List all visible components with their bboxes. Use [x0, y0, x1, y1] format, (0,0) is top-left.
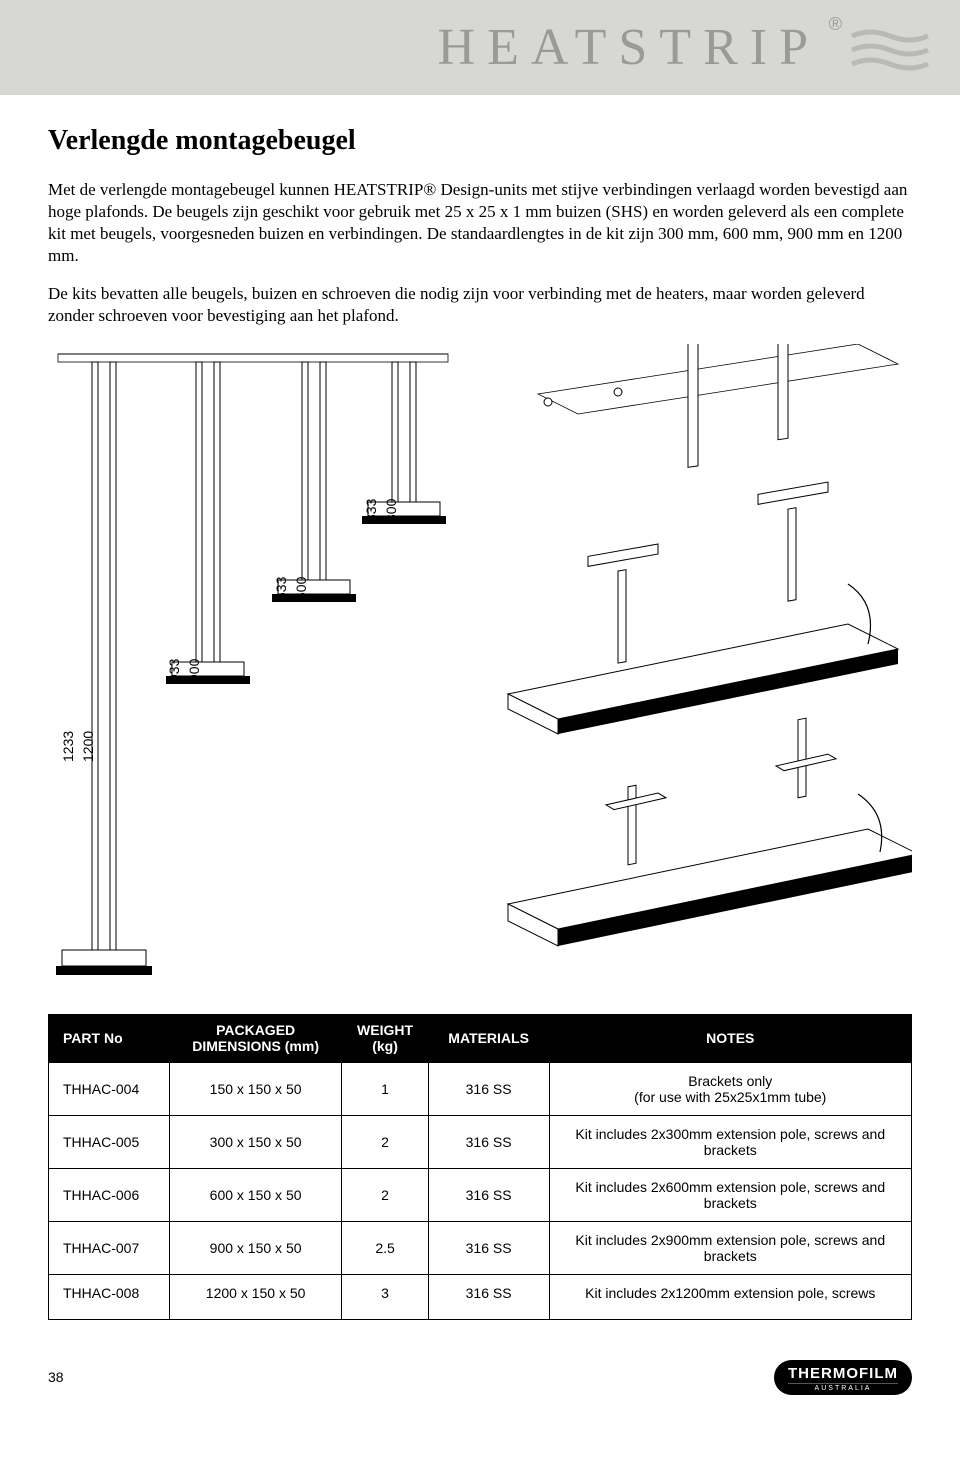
dim-933: 933	[166, 658, 182, 681]
cell: 1200 x 150 x 50	[169, 1274, 342, 1319]
parts-table: PART No PACKAGED DIMENSIONS (mm) WEIGHT …	[48, 1014, 912, 1320]
col-dims: PACKAGED DIMENSIONS (mm)	[169, 1014, 342, 1063]
table-row: THHAC-006 600 x 150 x 50 2 316 SS Kit in…	[49, 1168, 912, 1221]
table-header-row: PART No PACKAGED DIMENSIONS (mm) WEIGHT …	[49, 1014, 912, 1063]
thermofilm-sub: AUSTRALIA	[788, 1383, 898, 1392]
cell: Kit includes 2x1200mm extension pole, sc…	[549, 1274, 911, 1319]
dim-333: 333	[363, 498, 379, 521]
page-footer: 38 THERMOFILM AUSTRALIA	[0, 1320, 960, 1425]
cell: 316 SS	[428, 1168, 549, 1221]
cell: 1	[342, 1062, 428, 1115]
cell: THHAC-005	[49, 1115, 170, 1168]
table-row: THHAC-004 150 x 150 x 50 1 316 SS Bracke…	[49, 1062, 912, 1115]
cell: 150 x 150 x 50	[169, 1062, 342, 1115]
col-notes: NOTES	[549, 1014, 911, 1063]
cell: 316 SS	[428, 1221, 549, 1274]
thermofilm-logo: THERMOFILM AUSTRALIA	[774, 1360, 912, 1395]
cell: Kit includes 2x600mm extension pole, scr…	[549, 1168, 911, 1221]
dim-300: 300	[383, 498, 399, 521]
cell: 3	[342, 1274, 428, 1319]
col-materials: MATERIALS	[428, 1014, 549, 1063]
page-title: Verlengde montagebeugel	[48, 125, 912, 157]
table-row: THHAC-007 900 x 150 x 50 2.5 316 SS Kit …	[49, 1221, 912, 1274]
cell: 316 SS	[428, 1274, 549, 1319]
technical-diagram: 333 300 633 600 933 900 1233 1200	[48, 344, 912, 994]
cell: THHAC-008	[49, 1274, 170, 1319]
cell: 2	[342, 1115, 428, 1168]
cell: 316 SS	[428, 1062, 549, 1115]
dim-600: 600	[293, 576, 309, 599]
cell: THHAC-006	[49, 1168, 170, 1221]
intro-paragraph-2: De kits bevatten alle beugels, buizen en…	[48, 283, 912, 327]
thermofilm-main: THERMOFILM	[788, 1366, 898, 1381]
registered-mark: ®	[829, 14, 842, 35]
cell: 2.5	[342, 1221, 428, 1274]
dim-1200: 1200	[80, 730, 96, 761]
waves-icon	[850, 28, 930, 72]
dim-633: 633	[273, 576, 289, 599]
brand-logo: HEATSTRIP	[438, 18, 820, 77]
cell: THHAC-004	[49, 1062, 170, 1115]
col-partno: PART No	[49, 1014, 170, 1063]
intro-paragraph-1: Met de verlengde montagebeugel kunnen HE…	[48, 179, 912, 267]
header-bar: HEATSTRIP ®	[0, 0, 960, 95]
dim-900: 900	[186, 658, 202, 681]
cell: Kit includes 2x300mm extension pole, scr…	[549, 1115, 911, 1168]
cell: Brackets only (for use with 25x25x1mm tu…	[549, 1062, 911, 1115]
cell: 300 x 150 x 50	[169, 1115, 342, 1168]
cell: Kit includes 2x900mm extension pole, scr…	[549, 1221, 911, 1274]
table-row: THHAC-008 1200 x 150 x 50 3 316 SS Kit i…	[49, 1274, 912, 1319]
page-number: 38	[48, 1369, 64, 1385]
cell: 900 x 150 x 50	[169, 1221, 342, 1274]
cell: 316 SS	[428, 1115, 549, 1168]
col-weight: WEIGHT (kg)	[342, 1014, 428, 1063]
cell: 600 x 150 x 50	[169, 1168, 342, 1221]
cell: 2	[342, 1168, 428, 1221]
table-row: THHAC-005 300 x 150 x 50 2 316 SS Kit in…	[49, 1115, 912, 1168]
cell: THHAC-007	[49, 1221, 170, 1274]
dim-1233: 1233	[60, 730, 76, 761]
